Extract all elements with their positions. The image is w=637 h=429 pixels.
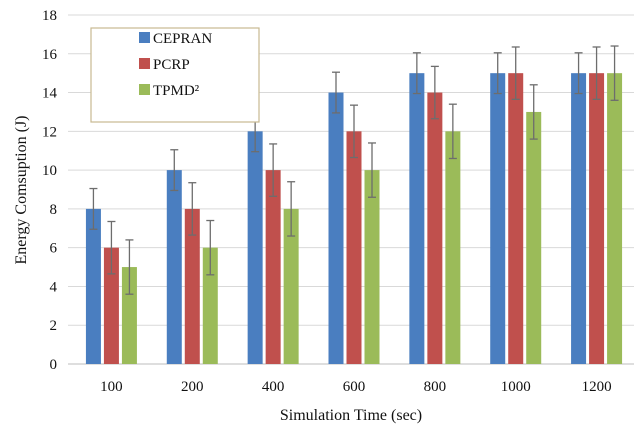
x-tick-label: 800 (424, 379, 447, 395)
bar-cepran-100 (85, 208, 101, 364)
error-bar (269, 143, 278, 197)
bar-pcrp-600 (346, 131, 362, 364)
error-bar (493, 52, 502, 95)
error-bar (529, 84, 538, 140)
bar-tpmd-600 (364, 170, 380, 364)
legend-label: CEPRAN (153, 31, 212, 47)
error-bar (332, 71, 340, 114)
y-tick-label: 2 (50, 318, 58, 334)
x-tick-label: 1000 (501, 379, 531, 395)
x-axis-title: Simulation Time (sec) (280, 407, 422, 424)
bar-cepran-1000 (490, 73, 506, 365)
x-tick-label: 400 (262, 379, 285, 395)
error-bar (430, 65, 439, 120)
error-bar (574, 52, 583, 95)
bar-tpmd-1000 (526, 111, 542, 364)
y-tick-label: 14 (42, 86, 58, 102)
legend-label: PCRP (153, 57, 190, 73)
y-tick-label: 4 (50, 279, 58, 295)
error-bar (412, 52, 421, 95)
bar-cepran-600 (328, 92, 344, 365)
y-tick-label: 8 (50, 202, 58, 218)
x-tick-labels: 100 200 400 600 800 1000 1200 (100, 379, 611, 395)
x-tick-label: 200 (181, 379, 204, 395)
y-tick-label: 16 (42, 47, 58, 63)
bar-tpmd-800 (445, 131, 461, 364)
error-bar (350, 104, 358, 159)
bar-cepran-1200 (571, 73, 587, 365)
error-bar (206, 219, 215, 276)
legend: CEPRAN PCRP TPMD² (90, 27, 260, 123)
y-tick-labels: 0 2 4 6 8 10 12 14 16 18 (42, 8, 58, 373)
bar-pcrp-1200 (589, 73, 605, 365)
bars (85, 73, 623, 365)
y-axis-title: Energy Comsuption (J) (13, 115, 30, 264)
bar-pcrp-100 (103, 247, 119, 364)
error-bar (368, 142, 376, 198)
x-tick-label: 100 (100, 379, 123, 395)
x-tick-label: 1200 (582, 379, 612, 395)
y-tick-label: 18 (42, 8, 57, 24)
bar-tpmd-1200 (607, 73, 623, 365)
legend-box (90, 27, 260, 123)
y-tick-label: 6 (50, 241, 58, 257)
error-bar (188, 182, 197, 236)
y-tick-label: 12 (42, 124, 57, 140)
legend-swatch (139, 58, 150, 69)
bar-pcrp-800 (427, 92, 443, 365)
bar-tpmd-100 (121, 267, 137, 364)
error-bar (592, 46, 601, 100)
error-bar (287, 181, 296, 237)
bar-cepran-200 (166, 170, 182, 364)
error-bar (125, 239, 134, 295)
bar-cepran-800 (409, 73, 425, 365)
legend-swatch (139, 84, 150, 95)
error-bar (89, 187, 98, 230)
error-bar (448, 103, 457, 160)
x-tick-label: 600 (343, 379, 366, 395)
y-tick-label: 0 (50, 357, 58, 373)
bar-tpmd-200 (202, 247, 218, 364)
bar-pcrp-200 (184, 208, 200, 364)
error-bar (511, 46, 520, 100)
y-tick-label: 10 (42, 163, 57, 179)
bar-tpmd-400 (283, 208, 299, 364)
legend-label: TPMD² (153, 83, 200, 99)
error-bar (610, 45, 619, 101)
bar-pcrp-400 (265, 170, 281, 364)
error-bars (89, 45, 619, 295)
legend-swatch (139, 32, 150, 43)
bar-pcrp-1000 (508, 73, 524, 365)
bar-cepran-400 (247, 131, 263, 364)
error-bar (107, 220, 116, 275)
error-bar (170, 149, 179, 192)
